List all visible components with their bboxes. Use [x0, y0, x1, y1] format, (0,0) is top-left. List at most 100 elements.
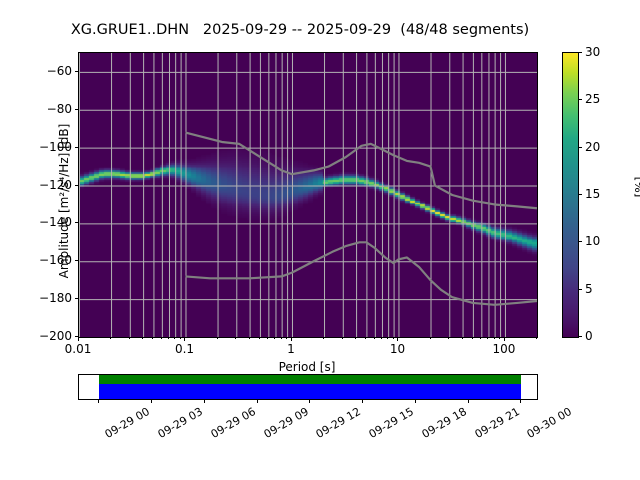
- timeline-tick: [414, 399, 416, 403]
- timeline-tick-label: 09-29 03: [155, 405, 205, 441]
- colorbar-tick: [578, 194, 582, 195]
- y-tick: [74, 146, 78, 148]
- x-tick: [503, 337, 505, 341]
- colorbar-tick-label: 10: [585, 234, 601, 249]
- colorbar-tick: [578, 336, 582, 337]
- x-tick: [258, 337, 260, 339]
- x-tick: [429, 337, 431, 339]
- x-tick-label: 0.01: [64, 342, 92, 356]
- colorbar-tick: [578, 99, 582, 101]
- x-tick: [487, 337, 489, 339]
- x-tick: [280, 337, 282, 339]
- y-tick: [74, 70, 78, 72]
- timeline-tick-label: 09-29 06: [208, 405, 258, 441]
- y-tick-label: −200: [39, 329, 72, 343]
- y-tick: [74, 336, 78, 337]
- x-tick: [499, 337, 501, 339]
- colorbar-tick: [578, 52, 582, 53]
- x-tick: [380, 337, 382, 339]
- timeline-tick: [362, 399, 364, 403]
- noise-model-layer: [185, 131, 537, 306]
- x-tick-label: 10: [389, 342, 406, 356]
- x-tick: [365, 337, 367, 339]
- x-tick: [355, 337, 357, 339]
- x-tick: [248, 337, 250, 339]
- colorbar-label: [%]: [633, 176, 640, 198]
- timeline-tick-label: 09-29 09: [261, 405, 311, 441]
- x-tick: [216, 337, 218, 339]
- x-tick: [341, 337, 343, 339]
- y-tick: [74, 222, 78, 224]
- x-tick: [480, 337, 482, 339]
- coverage-bar-data: [99, 384, 522, 399]
- timeline-tick: [150, 399, 152, 403]
- x-tick: [448, 337, 450, 339]
- y-tick: [74, 298, 78, 300]
- colorbar-tick-label: 30: [585, 45, 601, 59]
- timeline-tick: [98, 399, 100, 403]
- timeline-tick-label: 09-29 00: [102, 405, 153, 441]
- y-tick-label: −160: [39, 253, 72, 268]
- x-tick: [267, 337, 269, 339]
- timeline-tick-label: 09-29 15: [366, 405, 417, 441]
- x-tick-label: 0.1: [174, 342, 195, 356]
- timeline-tick: [256, 399, 258, 403]
- timeline-tick: [520, 399, 522, 403]
- timeline-tick-label: 09-30 00: [525, 405, 575, 441]
- colorbar-tick-label: 20: [585, 139, 601, 154]
- x-tick: [536, 337, 537, 339]
- y-tick-label: −100: [39, 139, 72, 154]
- x-tick: [471, 337, 473, 339]
- x-tick: [110, 337, 112, 339]
- timeline-tick-label: 09-29 21: [472, 405, 522, 441]
- x-tick: [184, 337, 186, 341]
- x-tick-label: 100: [492, 342, 516, 356]
- timeline-tick: [309, 399, 311, 403]
- data-coverage-timeline[interactable]: [78, 374, 538, 400]
- timeline-tick: [467, 399, 469, 403]
- colorbar-tick: [578, 146, 582, 148]
- timeline-tick-label: 09-29 12: [313, 405, 364, 441]
- colorbar-tick: [578, 241, 582, 243]
- y-tick-label: −140: [39, 215, 72, 230]
- x-tick: [160, 337, 162, 339]
- y-tick-label: −180: [39, 291, 72, 306]
- x-tick: [286, 337, 288, 339]
- y-tick-label: −60: [46, 63, 72, 78]
- ppsd-density-layer: [79, 53, 537, 337]
- ppsd-canvas: [79, 53, 537, 337]
- colorbar-tick: [578, 288, 582, 290]
- colorbar-tick-label: 25: [585, 92, 601, 107]
- x-tick: [152, 337, 154, 339]
- y-axis-label-text: Amplitude [m²/s⁴/Hz] [dB]: [57, 123, 71, 279]
- y-tick: [74, 184, 78, 186]
- x-tick: [167, 337, 169, 339]
- colorbar-tick-label: 5: [585, 281, 593, 296]
- x-tick: [235, 337, 237, 339]
- x-tick: [142, 337, 144, 339]
- timeline-tick-label: 09-29 18: [419, 405, 469, 441]
- x-tick: [392, 337, 394, 339]
- timeline-tick: [203, 399, 205, 403]
- coverage-bar-used: [99, 375, 522, 384]
- x-axis-label: Period [s]: [278, 360, 336, 374]
- x-tick-label: 1: [287, 342, 295, 356]
- page-title: XG.GRUE1..DHN 2025-09-29 -- 2025-09-29 (…: [70, 22, 530, 38]
- y-tick: [74, 108, 78, 110]
- x-tick: [387, 337, 389, 339]
- y-tick-label: −80: [46, 101, 72, 116]
- y-axis-label: Amplitude [m²/s⁴/Hz] [dB]: [57, 51, 71, 351]
- x-tick: [274, 337, 276, 339]
- ppsd-plot-area[interactable]: [78, 52, 538, 338]
- x-tick: [179, 337, 181, 339]
- y-tick-label: −120: [39, 177, 72, 192]
- x-tick: [461, 337, 463, 339]
- x-tick: [493, 337, 495, 339]
- x-tick: [373, 337, 375, 339]
- colorbar-tick-label: 15: [585, 187, 601, 201]
- x-tick: [128, 337, 130, 339]
- y-tick: [74, 260, 78, 262]
- x-tick: [78, 337, 79, 341]
- x-tick: [174, 337, 176, 339]
